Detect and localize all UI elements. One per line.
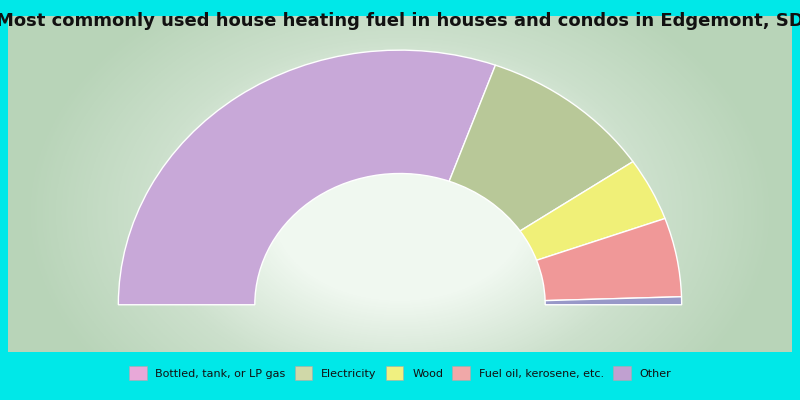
- Wedge shape: [545, 297, 682, 305]
- Wedge shape: [449, 65, 633, 231]
- Wedge shape: [520, 162, 665, 260]
- Wedge shape: [118, 50, 495, 305]
- Wedge shape: [537, 218, 682, 301]
- Text: Most commonly used house heating fuel in houses and condos in Edgemont, SD: Most commonly used house heating fuel in…: [0, 12, 800, 30]
- Legend: Bottled, tank, or LP gas, Electricity, Wood, Fuel oil, kerosene, etc., Other: Bottled, tank, or LP gas, Electricity, W…: [129, 366, 671, 380]
